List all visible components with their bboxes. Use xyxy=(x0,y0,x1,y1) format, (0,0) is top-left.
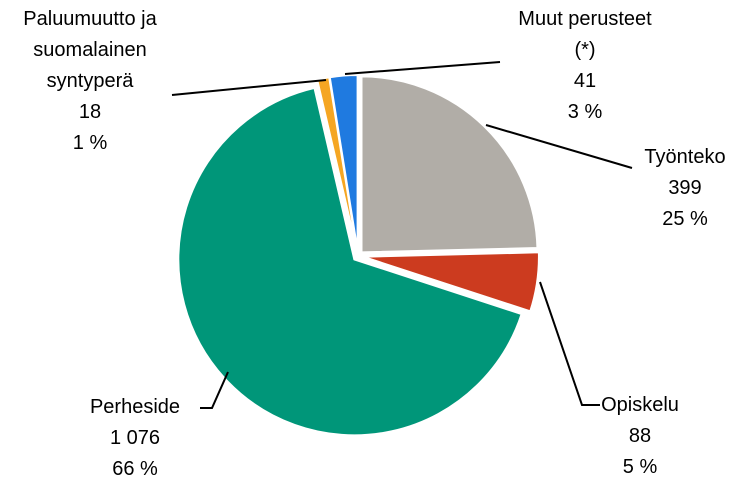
category-label: Opiskelu xyxy=(601,394,679,416)
category-label: Perheside xyxy=(89,396,181,418)
slice-label: Työnteko 399 25 % xyxy=(620,142,750,235)
category-label: Työnteko xyxy=(644,146,726,168)
slice-label: Perheside 1 076 66 % xyxy=(70,392,200,485)
leader-line xyxy=(171,79,327,96)
pie-slice xyxy=(315,76,359,252)
slice-label: Opiskelu 88 5 % xyxy=(585,390,695,483)
pie-slice xyxy=(360,75,539,254)
percent-label: 66 % xyxy=(112,458,158,480)
slice-label: Muut perusteet (*) 41 3 % xyxy=(510,4,660,128)
value-label: 399 xyxy=(668,177,702,199)
leader-line xyxy=(485,124,633,169)
percent-label: 5 % xyxy=(622,456,658,478)
percent-label: 25 % xyxy=(662,208,708,230)
percent-label: 1 % xyxy=(72,132,108,154)
category-label: Muut perusteet (*) xyxy=(518,8,652,61)
leader-lines xyxy=(171,61,633,409)
leader-line xyxy=(344,61,501,75)
value-label: 1 076 xyxy=(109,427,161,449)
percent-label: 3 % xyxy=(567,101,603,123)
value-label: 41 xyxy=(573,70,597,92)
leader-line xyxy=(539,281,600,406)
pie-slice xyxy=(362,251,540,313)
value-label: 18 xyxy=(78,101,102,123)
value-label: 88 xyxy=(628,425,652,447)
slice-label: Paluumuutto ja suomalainen syntyperä 18 … xyxy=(5,4,175,159)
category-label: Paluumuutto ja suomalainen syntyperä xyxy=(23,8,157,92)
leader-line xyxy=(200,371,229,409)
